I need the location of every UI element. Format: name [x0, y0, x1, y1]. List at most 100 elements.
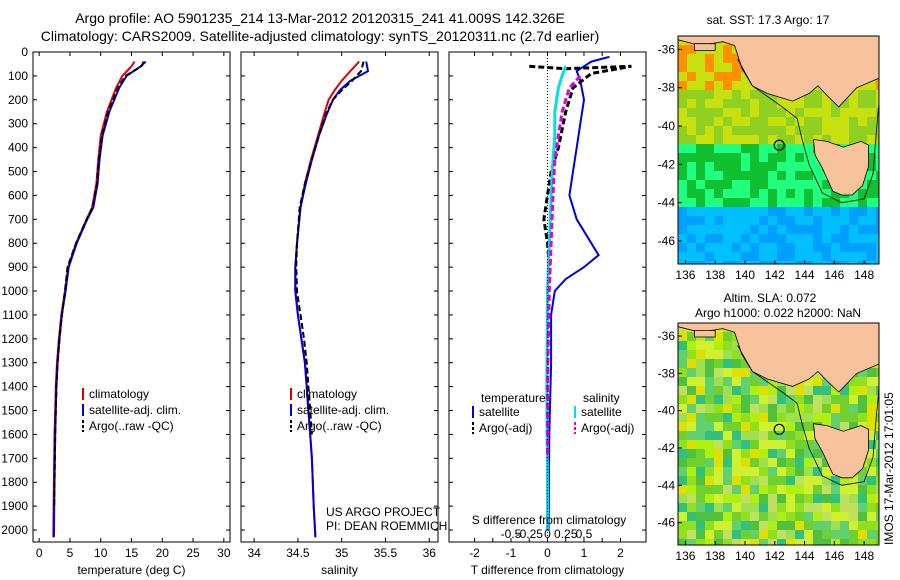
map-cell — [867, 153, 876, 162]
map-cell — [786, 404, 795, 413]
map-cell — [876, 180, 879, 189]
map-cell — [822, 494, 831, 503]
map-cell — [732, 72, 741, 81]
map-cell — [822, 458, 831, 467]
map-cell — [714, 54, 723, 63]
legend-label: climatology — [89, 387, 149, 401]
x-tick-label: 15 — [125, 546, 139, 560]
map-cell — [714, 45, 723, 54]
map-cell — [696, 422, 705, 431]
map-cell — [741, 512, 750, 521]
map-cell — [777, 126, 786, 135]
map-cell — [849, 108, 858, 117]
map-cell — [678, 404, 687, 413]
map-cell — [867, 422, 876, 431]
map-cell — [867, 216, 876, 225]
map-cell — [867, 162, 876, 171]
map-cell — [687, 440, 696, 449]
map-cell — [705, 90, 714, 99]
map-cell — [840, 494, 849, 503]
map-cell — [687, 368, 696, 377]
map-cell — [822, 521, 831, 530]
map-cell — [840, 207, 849, 216]
map-cell — [813, 225, 822, 234]
map-cell — [723, 189, 732, 198]
map-cell — [849, 90, 858, 99]
map-cell — [750, 431, 759, 440]
map-cell — [732, 503, 741, 512]
map-cell — [687, 153, 696, 162]
map-cell — [822, 216, 831, 225]
series-line-3 — [295, 61, 365, 435]
map-cell — [705, 135, 714, 144]
map-cell — [687, 171, 696, 180]
map-cell — [768, 449, 777, 458]
map-cell — [867, 117, 876, 126]
map-cell — [858, 530, 867, 539]
map-cell — [732, 530, 741, 539]
map-cell — [723, 539, 732, 545]
map-cell — [696, 117, 705, 126]
map-cell — [705, 368, 714, 377]
map-cell — [876, 404, 879, 413]
map-cell — [732, 144, 741, 153]
map-cell — [804, 90, 813, 99]
map-cell — [768, 162, 777, 171]
map-cell — [678, 216, 687, 225]
map-cell — [714, 198, 723, 207]
map-cell — [795, 503, 804, 512]
map-cell — [813, 395, 822, 404]
map-cell — [768, 243, 777, 252]
map-cell — [714, 126, 723, 135]
map-cell — [678, 440, 687, 449]
map-cell — [696, 476, 705, 485]
map-cell — [759, 476, 768, 485]
map-cell — [786, 99, 795, 108]
map-cell — [777, 180, 786, 189]
map-cell — [858, 539, 867, 545]
map-cell — [687, 81, 696, 90]
map-cell — [741, 225, 750, 234]
map-cell — [813, 386, 822, 395]
series-line-1 — [547, 55, 610, 531]
map-cell — [741, 530, 750, 539]
map-cell — [831, 117, 840, 126]
map-cell — [876, 90, 879, 99]
map-cell — [768, 395, 777, 404]
map-cell — [858, 413, 867, 422]
map-cell — [867, 530, 876, 539]
map-cell — [822, 512, 831, 521]
map-cell — [714, 539, 723, 545]
map-cell — [687, 99, 696, 108]
map-cell — [804, 180, 813, 189]
map-cell — [786, 252, 795, 261]
map-cell — [696, 207, 705, 216]
argo-float-marker — [773, 139, 785, 151]
map-cell — [840, 413, 849, 422]
map-cell — [732, 171, 741, 180]
map-cell — [732, 99, 741, 108]
map-cell — [831, 126, 840, 135]
map-cell — [876, 503, 879, 512]
map-cell — [723, 180, 732, 189]
map-cell — [867, 252, 876, 261]
map-cell — [750, 99, 759, 108]
map-cell — [777, 512, 786, 521]
map-cell — [858, 126, 867, 135]
map-cell — [732, 395, 741, 404]
map-cell — [849, 117, 858, 126]
s-tick-label: -0.25 — [516, 527, 544, 541]
map-cell — [723, 54, 732, 63]
map-cell — [678, 45, 687, 54]
climatology-title: Climatology: CARS2009. Satellite-adjuste… — [40, 28, 600, 44]
map-cell — [714, 99, 723, 108]
map-cell — [696, 431, 705, 440]
map-cell — [723, 485, 732, 494]
map-cell — [777, 539, 786, 545]
map-cell — [714, 377, 723, 386]
map-cell — [696, 54, 705, 63]
map-cell — [741, 234, 750, 243]
map-cell — [750, 530, 759, 539]
map-cell — [777, 207, 786, 216]
map-cell — [786, 440, 795, 449]
